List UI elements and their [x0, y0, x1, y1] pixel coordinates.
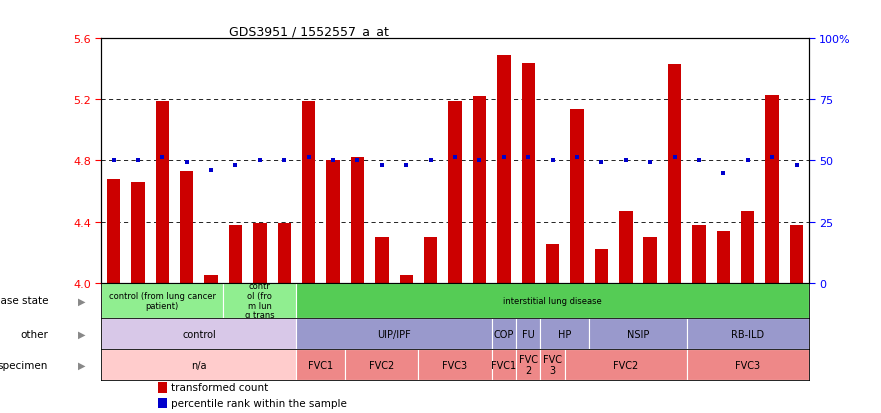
Bar [278, 223, 291, 283]
Bar [716, 231, 730, 283]
Bar [766, 95, 779, 283]
Bar [351, 158, 364, 283]
Text: FVC3: FVC3 [442, 360, 468, 370]
Bar [302, 102, 315, 283]
Bar [687, 349, 809, 380]
Bar [418, 349, 492, 380]
Text: FVC3: FVC3 [736, 360, 760, 370]
Text: transformed count: transformed count [171, 382, 268, 392]
Bar [595, 249, 608, 283]
Bar [101, 283, 223, 318]
Text: HP: HP [559, 329, 572, 339]
Text: specimen: specimen [0, 360, 48, 370]
Text: FVC2: FVC2 [613, 360, 639, 370]
Bar [668, 65, 681, 283]
Text: other: other [20, 329, 48, 339]
Bar [741, 211, 754, 283]
Bar [326, 161, 340, 283]
Text: control (from lung cancer
patient): control (from lung cancer patient) [108, 291, 216, 310]
Text: ▶: ▶ [78, 296, 85, 306]
Text: FVC2: FVC2 [369, 360, 395, 370]
Bar [223, 283, 297, 318]
Bar [516, 349, 540, 380]
Text: FVC
3: FVC 3 [543, 354, 562, 375]
Bar [687, 318, 809, 349]
Bar [565, 349, 687, 380]
Text: RB-ILD: RB-ILD [731, 329, 765, 339]
Text: n/a: n/a [191, 360, 207, 370]
Bar [522, 64, 535, 283]
Text: FVC
2: FVC 2 [519, 354, 537, 375]
Text: FVC1: FVC1 [492, 360, 516, 370]
Bar [516, 318, 540, 349]
Bar [473, 97, 486, 283]
Text: disease state: disease state [0, 296, 48, 306]
Bar [297, 349, 345, 380]
Bar [448, 102, 462, 283]
Bar [158, 382, 167, 393]
Bar [540, 318, 589, 349]
Bar [180, 172, 194, 283]
Bar [229, 225, 242, 283]
Bar [297, 318, 492, 349]
Bar [345, 349, 418, 380]
Bar [643, 237, 657, 283]
Bar [589, 318, 687, 349]
Bar [492, 349, 516, 380]
Bar [297, 283, 809, 318]
Bar [101, 318, 297, 349]
Text: UIP/IPF: UIP/IPF [377, 329, 411, 339]
Text: GDS3951 / 1552557_a_at: GDS3951 / 1552557_a_at [229, 25, 389, 38]
Text: contr
ol (fro
m lun
g trans: contr ol (fro m lun g trans [245, 282, 275, 320]
Bar [158, 398, 167, 408]
Bar [492, 318, 516, 349]
Bar [156, 102, 169, 283]
Bar [619, 211, 633, 283]
Bar [497, 56, 510, 283]
Text: ▶: ▶ [78, 360, 85, 370]
Text: FVC1: FVC1 [308, 360, 333, 370]
Text: percentile rank within the sample: percentile rank within the sample [171, 398, 346, 408]
Text: control: control [182, 329, 216, 339]
Text: interstitial lung disease: interstitial lung disease [503, 296, 602, 305]
Bar [101, 349, 297, 380]
Bar [570, 109, 584, 283]
Bar [253, 223, 267, 283]
Bar [540, 349, 565, 380]
Bar [790, 225, 803, 283]
Bar [424, 237, 437, 283]
Text: COP: COP [493, 329, 514, 339]
Bar [131, 183, 144, 283]
Bar [400, 275, 413, 283]
Bar [204, 275, 218, 283]
Bar [107, 179, 120, 283]
Text: ▶: ▶ [78, 329, 85, 339]
Bar [692, 225, 706, 283]
Bar [375, 237, 389, 283]
Bar [546, 245, 559, 283]
Text: FU: FU [522, 329, 535, 339]
Text: NSIP: NSIP [626, 329, 649, 339]
